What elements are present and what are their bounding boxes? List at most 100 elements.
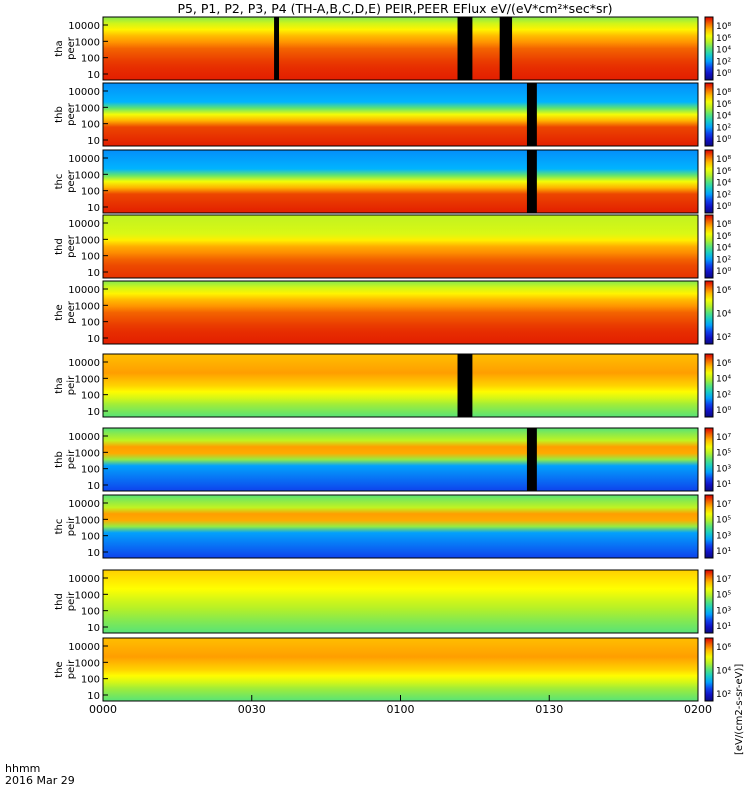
y-axis-species-label: peir xyxy=(66,449,77,469)
y-axis-probe-label: thb xyxy=(54,451,65,468)
data-gap xyxy=(499,17,513,80)
y-tick-label: 100 xyxy=(81,54,100,65)
colorbar-tick-label: 10⁷ xyxy=(716,575,731,585)
colorbar-tick-label: 10³ xyxy=(716,464,731,474)
colorbar-tick-label: 10⁴ xyxy=(716,46,731,56)
x-tick-label: 0130 xyxy=(535,703,563,716)
panel-thd-peir: 10000 1000 100 10 thd peir 10⁷ 10⁵ 10³ 10¹ xyxy=(54,569,731,634)
y-tick-label: 10 xyxy=(87,691,100,702)
y-axis-probe-label: tha xyxy=(54,40,65,56)
colorbar-tick-label: 10³ xyxy=(716,531,731,541)
y-tick-label: 100 xyxy=(81,675,100,686)
colorbar-tick-label: 10⁵ xyxy=(716,516,731,526)
y-axis-species-label: peir xyxy=(66,591,77,611)
y-axis-species-label: peer xyxy=(66,300,77,324)
y-tick-label: 1000 xyxy=(75,103,100,114)
y-tick-label: 1000 xyxy=(75,301,100,312)
y-tick-label: 100 xyxy=(81,252,100,263)
panel-frame xyxy=(102,82,699,147)
colorbar-tick-label: 10² xyxy=(716,255,731,265)
y-axis-probe-label: thc xyxy=(54,519,65,535)
x-label-hhmm: hhmm xyxy=(5,762,40,775)
colorbar-tick-label: 10⁰ xyxy=(716,406,731,416)
y-tick-label: 1000 xyxy=(75,37,100,48)
x-tick-label: 0200 xyxy=(684,703,712,716)
colorbar-tick-label: 10⁶ xyxy=(716,232,731,242)
y-axis-species-label: peer xyxy=(66,102,77,126)
colorbar-tick-label: 10¹ xyxy=(716,622,731,632)
data-gap xyxy=(274,17,280,80)
colorbar-tick-label: 10⁰ xyxy=(716,202,731,212)
colorbar-tick-label: 10² xyxy=(716,123,731,133)
colorbar-tick-label: 10² xyxy=(716,390,731,400)
colorbar-tick-label: 10⁴ xyxy=(716,244,731,254)
colorbar xyxy=(704,214,714,279)
y-tick-label: 10 xyxy=(87,268,100,279)
y-tick-label: 1000 xyxy=(75,515,100,526)
colorbar xyxy=(704,494,714,559)
colorbar-tick-label: 10² xyxy=(716,690,731,700)
spectrogram-thb-peer xyxy=(103,83,698,146)
spectrogram-thb-peir xyxy=(103,428,698,491)
colorbar xyxy=(704,149,714,214)
y-tick-label: 100 xyxy=(81,120,100,131)
colorbar-tick-label: 10⁶ xyxy=(716,100,731,110)
y-tick-label: 1000 xyxy=(75,590,100,601)
panel-thb-peir: 10000 1000 100 10 thb peir 10⁷ 10⁵ 10³ 10¹ xyxy=(54,427,731,492)
colorbar-tick-label: 10⁶ xyxy=(716,643,731,653)
y-tick-label: 1000 xyxy=(75,170,100,181)
y-tick-label: 10 xyxy=(87,70,100,81)
colorbar-tick-label: 10⁸ xyxy=(716,220,731,230)
colorbar-tick-label: 10⁵ xyxy=(716,449,731,459)
y-axis-species-label: peir xyxy=(66,516,77,536)
colorbar-tick-label: 10⁴ xyxy=(716,667,731,677)
spectrogram-thd-peir xyxy=(103,570,698,633)
panel-frame xyxy=(102,427,699,492)
colorbar xyxy=(704,353,714,418)
panel-thc-peir: 10000 1000 100 10 thc peir 10⁷ 10⁵ 10³ 10¹ xyxy=(54,494,731,559)
colorbar-tick-label: 10⁶ xyxy=(716,34,731,44)
y-tick-label: 10 xyxy=(87,623,100,634)
colorbar-tick-label: 10⁴ xyxy=(716,112,731,122)
y-tick-label: 100 xyxy=(81,391,100,402)
spectrogram-the-peer xyxy=(103,281,698,344)
y-tick-label: 10000 xyxy=(68,219,100,230)
y-tick-label: 1000 xyxy=(75,448,100,459)
x-label-date: 2016 Mar 29 xyxy=(5,774,75,787)
y-tick-label: 10 xyxy=(87,203,100,214)
y-axis-probe-label: thd xyxy=(54,238,65,255)
y-tick-label: 1000 xyxy=(75,235,100,246)
y-tick-label: 10000 xyxy=(68,358,100,369)
x-tick-label: 0000 xyxy=(89,703,117,716)
x-tick-label: 0030 xyxy=(238,703,266,716)
colorbar-tick-label: 10⁶ xyxy=(716,286,731,296)
panel-frame xyxy=(102,494,699,559)
data-gap xyxy=(457,354,473,417)
colorbar-tick-label: 10⁸ xyxy=(716,155,731,165)
y-axis-species-label: peir xyxy=(66,375,77,395)
colorbar xyxy=(704,16,714,81)
colorbar-tick-label: 10⁸ xyxy=(716,88,731,98)
colorbar-tick-label: 10⁴ xyxy=(716,179,731,189)
data-gap xyxy=(526,428,537,491)
y-tick-label: 10 xyxy=(87,407,100,418)
panel-frame xyxy=(102,569,699,634)
spectrogram-thc-peir xyxy=(103,495,698,558)
spectrogram-thc-peer xyxy=(103,150,698,213)
colorbar-tick-label: 10⁶ xyxy=(716,167,731,177)
colorbar xyxy=(704,637,714,702)
colorbar-tick-label: 10¹ xyxy=(716,547,731,557)
panel-tha-peir: 10000 1000 100 10 tha peir 10⁶ 10⁴ 10² 10⁰ xyxy=(54,353,731,418)
colorbar-tick-label: 10¹ xyxy=(716,480,731,490)
colorbar-units-label: [eV/(cm2-s-sr-eV)] xyxy=(734,664,745,755)
y-tick-label: 100 xyxy=(81,607,100,618)
colorbar xyxy=(704,280,714,345)
y-tick-label: 10000 xyxy=(68,432,100,443)
colorbar-tick-label: 10² xyxy=(716,190,731,200)
y-axis-species-label: peer xyxy=(66,234,77,258)
spectrogram-thd-peer xyxy=(103,215,698,278)
